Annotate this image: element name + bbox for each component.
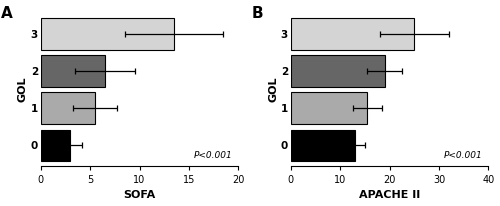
Bar [291, 18, 414, 50]
Text: P<0.001: P<0.001 [444, 151, 482, 160]
Y-axis label: GOL: GOL [18, 77, 28, 102]
Bar [41, 130, 70, 161]
Bar [41, 92, 95, 124]
Bar [41, 55, 105, 87]
Bar [291, 92, 368, 124]
Bar [291, 130, 355, 161]
Bar [291, 55, 384, 87]
Text: P<0.001: P<0.001 [194, 151, 232, 160]
X-axis label: APACHE II: APACHE II [359, 190, 420, 200]
Y-axis label: GOL: GOL [268, 77, 278, 102]
X-axis label: SOFA: SOFA [124, 190, 156, 200]
Text: A: A [2, 6, 13, 21]
Bar [41, 18, 174, 50]
Text: B: B [252, 6, 263, 21]
